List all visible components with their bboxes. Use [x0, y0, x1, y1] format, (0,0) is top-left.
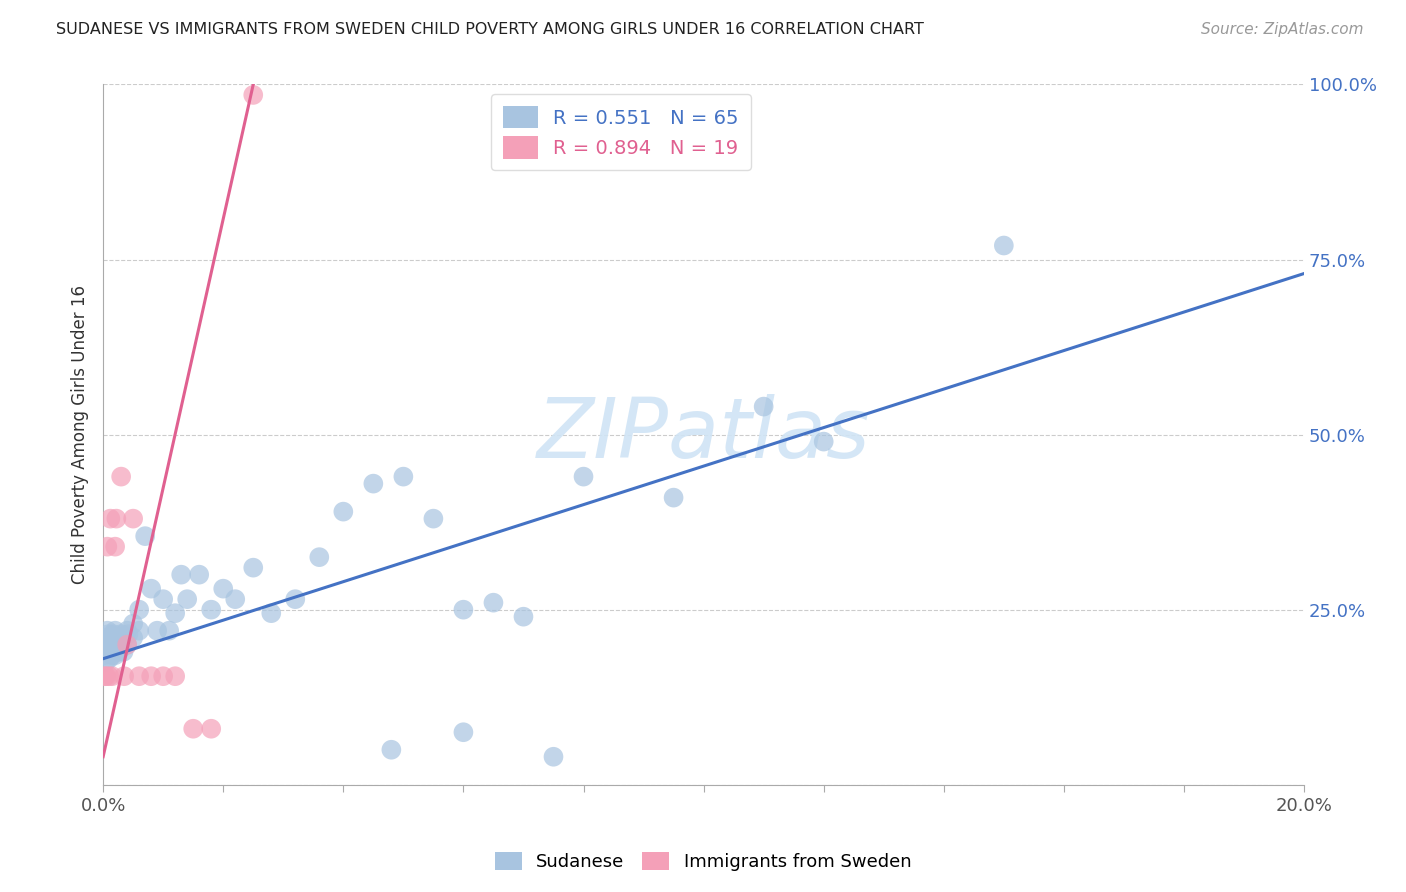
Point	[94, 631, 117, 645]
Point	[103, 634, 125, 648]
Point	[122, 511, 145, 525]
Point	[453, 602, 475, 616]
Point	[141, 582, 163, 596]
Point	[122, 616, 145, 631]
Point	[152, 669, 174, 683]
Point	[101, 648, 124, 663]
Point	[242, 87, 264, 102]
Point	[93, 648, 115, 663]
Point	[97, 627, 120, 641]
Point	[200, 602, 222, 616]
Point	[181, 722, 204, 736]
Point	[422, 511, 444, 525]
Point	[105, 641, 128, 656]
Point	[212, 582, 235, 596]
Point	[104, 540, 127, 554]
Text: SUDANESE VS IMMIGRANTS FROM SWEDEN CHILD POVERTY AMONG GIRLS UNDER 16 CORRELATIO: SUDANESE VS IMMIGRANTS FROM SWEDEN CHILD…	[56, 22, 924, 37]
Point	[97, 645, 120, 659]
Point	[543, 749, 565, 764]
Point	[115, 624, 138, 638]
Point	[662, 491, 685, 505]
Point	[117, 627, 139, 641]
Point	[100, 631, 122, 645]
Point	[146, 624, 169, 638]
Point	[100, 641, 122, 656]
Point	[224, 592, 246, 607]
Point	[101, 669, 124, 683]
Point	[165, 606, 187, 620]
Point	[157, 624, 180, 638]
Text: ZIPatlas: ZIPatlas	[537, 394, 870, 475]
Point	[112, 645, 135, 659]
Point	[107, 645, 129, 659]
Point	[260, 606, 283, 620]
Point	[572, 469, 595, 483]
Point	[200, 722, 222, 736]
Point	[993, 238, 1015, 252]
Point	[105, 511, 128, 525]
Point	[112, 669, 135, 683]
Point	[128, 669, 150, 683]
Point	[98, 511, 121, 525]
Point	[122, 631, 145, 645]
Point	[98, 669, 121, 683]
Point	[332, 505, 354, 519]
Point	[103, 627, 125, 641]
Point	[380, 743, 402, 757]
Point	[170, 567, 193, 582]
Point	[104, 624, 127, 638]
Point	[392, 469, 415, 483]
Point	[94, 655, 117, 669]
Point	[242, 560, 264, 574]
Point	[94, 669, 117, 683]
Point	[188, 567, 211, 582]
Point	[98, 651, 121, 665]
Point	[813, 434, 835, 449]
Point	[284, 592, 307, 607]
Point	[110, 627, 132, 641]
Point	[141, 669, 163, 683]
Point	[104, 648, 127, 663]
Point	[111, 634, 134, 648]
Point	[98, 638, 121, 652]
Point	[101, 638, 124, 652]
Y-axis label: Child Poverty Among Girls Under 16: Child Poverty Among Girls Under 16	[72, 285, 89, 584]
Point	[94, 669, 117, 683]
Point	[98, 634, 121, 648]
Point	[128, 602, 150, 616]
Legend: R = 0.551   N = 65, R = 0.894   N = 19: R = 0.551 N = 65, R = 0.894 N = 19	[491, 95, 751, 170]
Point	[308, 550, 330, 565]
Point	[115, 638, 138, 652]
Point	[110, 469, 132, 483]
Point	[152, 592, 174, 607]
Point	[94, 641, 117, 656]
Point	[752, 400, 775, 414]
Point	[110, 641, 132, 656]
Point	[482, 596, 505, 610]
Point	[105, 631, 128, 645]
Point	[96, 638, 118, 652]
Point	[176, 592, 198, 607]
Legend: Sudanese, Immigrants from Sweden: Sudanese, Immigrants from Sweden	[488, 845, 918, 879]
Point	[512, 609, 534, 624]
Point	[363, 476, 385, 491]
Point	[128, 624, 150, 638]
Text: Source: ZipAtlas.com: Source: ZipAtlas.com	[1201, 22, 1364, 37]
Point	[96, 540, 118, 554]
Point	[453, 725, 475, 739]
Point	[165, 669, 187, 683]
Point	[96, 624, 118, 638]
Point	[107, 638, 129, 652]
Point	[134, 529, 156, 543]
Point	[115, 638, 138, 652]
